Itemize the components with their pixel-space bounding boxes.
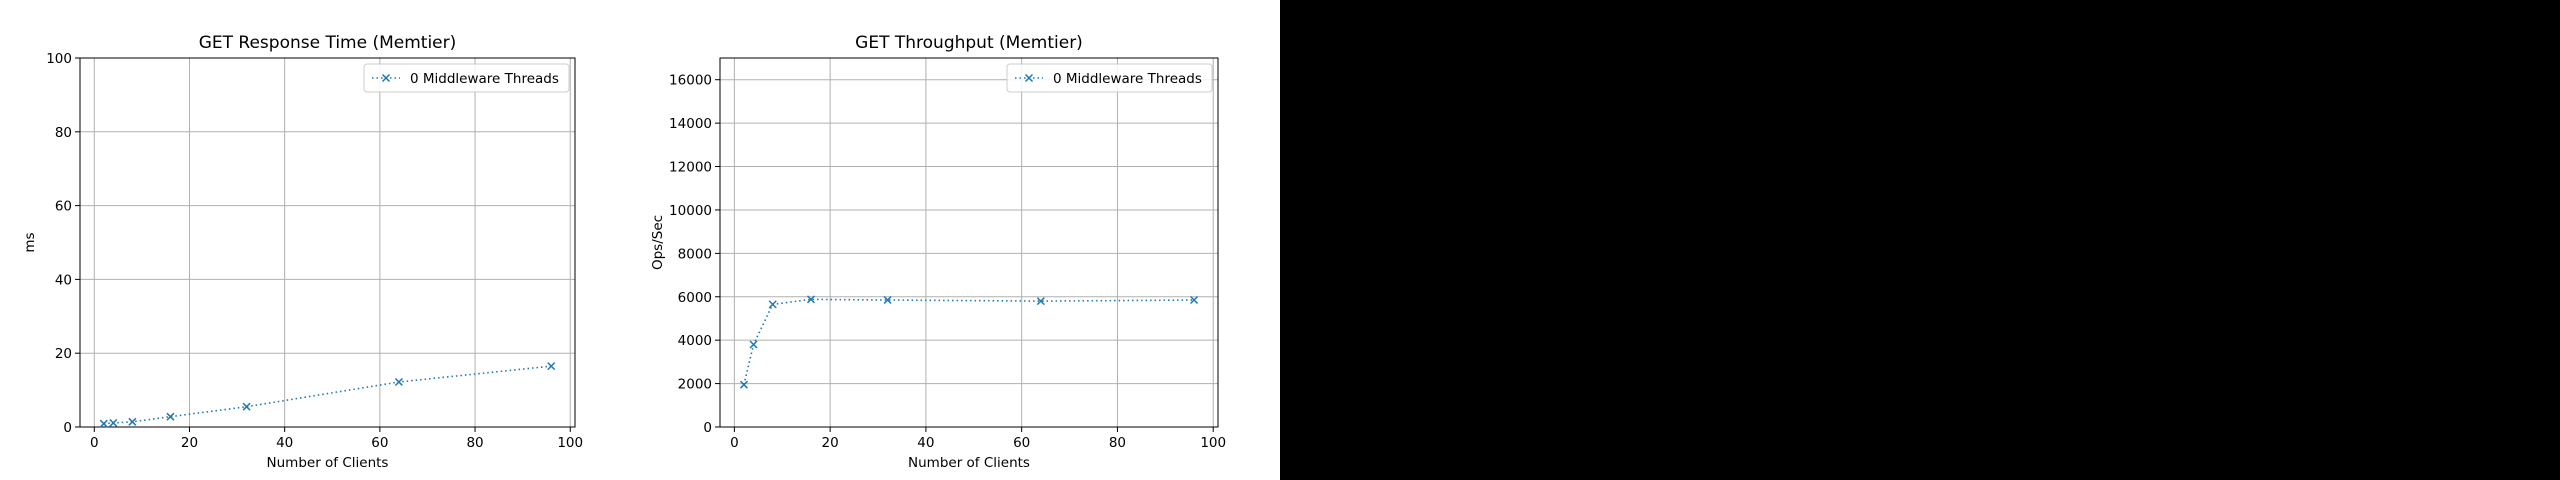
legend-label: 0 Middleware Threads (410, 71, 559, 87)
legend-label: 0 Middleware Threads (1053, 71, 1202, 87)
x-tick-label: 100 (557, 435, 583, 451)
legend: 0 Middleware Threads (1006, 63, 1213, 93)
x-tick-label: 100 (1200, 435, 1226, 451)
y-tick-label: 14000 (669, 116, 712, 132)
data-point (883, 295, 892, 305)
legend: 0 Middleware Threads (363, 63, 570, 93)
y-tick-label: 10000 (669, 203, 712, 219)
y-tick-label: 16000 (669, 73, 712, 89)
figure: 0 20 40 60 80 100 0 20 40 60 80 100 GET Response Tim… (0, 0, 1280, 480)
data-point (109, 418, 118, 427)
data-point (394, 377, 403, 387)
data-point (1036, 297, 1045, 306)
x-tick-label: 80 (466, 435, 483, 451)
x-tick-label: 60 (371, 435, 388, 451)
x-tick-label: 80 (1109, 435, 1126, 451)
y-tick-label: 20 (55, 346, 72, 362)
chart-title: GET Response Time (Memtier) (199, 33, 457, 53)
y-axis-label: ms (22, 232, 38, 252)
x-tick-label: 40 (917, 435, 934, 451)
x-tick-label: 20 (181, 435, 198, 451)
data-point (128, 417, 137, 426)
empty-black-panel (1280, 0, 2560, 480)
series-line (743, 298, 1195, 385)
y-tick-label: 40 (55, 272, 72, 288)
y-tick-label: 0 (63, 420, 72, 436)
y-tick-label: 8000 (678, 246, 712, 262)
y-tick-label: 2000 (678, 377, 712, 393)
y-tick-label: 60 (55, 199, 72, 215)
data-point (547, 362, 556, 371)
data-point (1190, 295, 1199, 305)
y-tick-label: 12000 (669, 160, 712, 176)
x-tick-label: 20 (822, 435, 839, 451)
legend-box (363, 63, 570, 93)
legend-marker (1024, 73, 1034, 83)
y-tick-label: 100 (46, 51, 72, 67)
response-time-chart: 0 20 40 60 80 100 0 20 40 60 80 100 GET Response Tim… (22, 33, 583, 471)
data-point (242, 402, 251, 411)
y-tick-label: 6000 (678, 290, 712, 306)
y-tick-label: 0 (703, 420, 712, 436)
x-tick-label: 0 (90, 435, 99, 451)
data-point (739, 380, 748, 389)
x-tick-label: 40 (276, 435, 293, 451)
plot-frame (719, 57, 1219, 428)
legend-box (1006, 63, 1213, 93)
series-line (103, 365, 552, 425)
legend-marker (381, 73, 391, 83)
y-tick-label: 4000 (678, 333, 712, 349)
plot-frame (79, 57, 576, 428)
y-tick-label: 80 (55, 125, 72, 141)
x-tick-label: 0 (730, 435, 739, 451)
data-point (166, 412, 175, 421)
data-point (768, 300, 777, 309)
x-axis-label: Number of Clients (267, 455, 389, 471)
throughput-chart: 0 20 40 60 80 100 0 2000 4000 6000 8000 10000 12000 1… (650, 33, 1226, 471)
chart-title: GET Throughput (Memtier) (855, 33, 1083, 53)
y-axis-label: Ops/Sec (650, 215, 666, 270)
data-point (99, 419, 108, 428)
data-point (806, 295, 816, 304)
data-point (749, 340, 758, 349)
x-tick-label: 60 (1013, 435, 1030, 451)
x-axis-label: Number of Clients (908, 455, 1030, 471)
